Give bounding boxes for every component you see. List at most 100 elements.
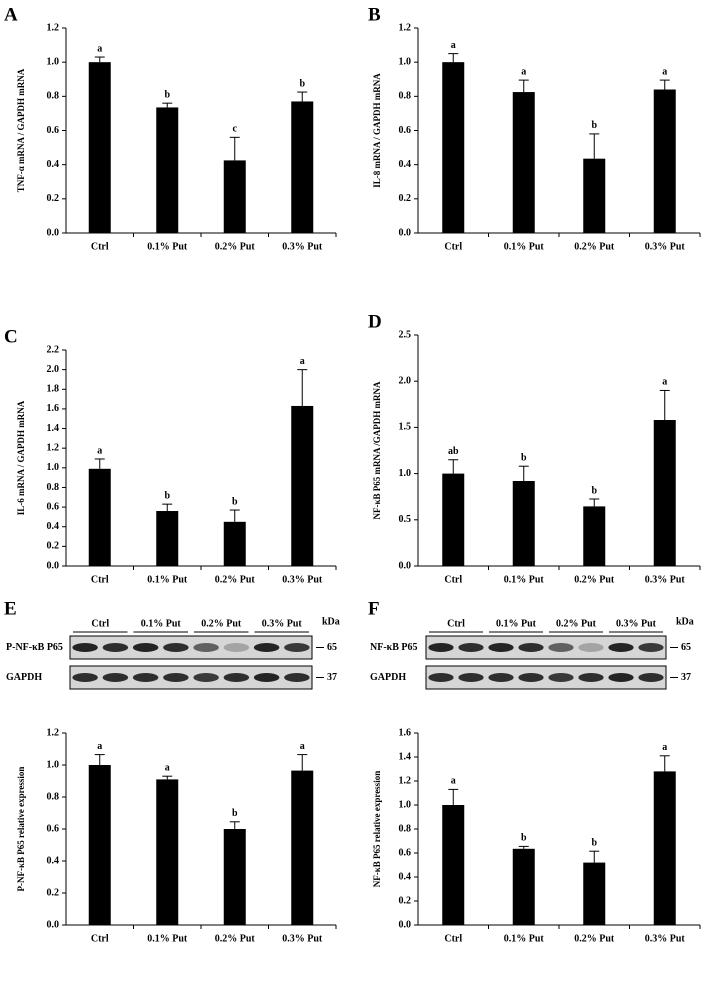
significance-label: a xyxy=(300,741,305,752)
blot-band xyxy=(578,643,604,652)
y-tick-label: 1.0 xyxy=(47,56,60,67)
blot-size-label: 65 xyxy=(327,642,337,653)
bar xyxy=(88,62,111,233)
blot-group-label: 0.1% Put xyxy=(141,618,182,629)
y-tick-label: 1.0 xyxy=(399,468,412,479)
x-tick-label: Ctrl xyxy=(91,241,109,252)
bar xyxy=(512,848,535,925)
x-tick-label: 0.1% Put xyxy=(504,241,545,252)
blot-band xyxy=(163,673,189,682)
x-tick-label: Ctrl xyxy=(91,574,109,585)
significance-label: b xyxy=(591,120,597,131)
y-tick-label: 0.0 xyxy=(399,227,412,238)
blot-band xyxy=(223,673,250,682)
significance-label: b xyxy=(164,89,170,100)
blot-row-label: GAPDH xyxy=(6,672,42,683)
x-tick-label: 0.3% Put xyxy=(645,574,686,585)
panel-letter: A xyxy=(4,4,18,25)
significance-label: a xyxy=(521,66,526,77)
blot-band xyxy=(458,643,484,652)
bar xyxy=(156,779,179,925)
y-axis-title: P-NF-κB P65 relative expression xyxy=(16,767,26,892)
y-tick-label: 0.4 xyxy=(47,855,60,866)
x-tick-label: 0.2% Put xyxy=(215,933,256,944)
panel-letter: F xyxy=(368,598,380,619)
y-tick-label: 0.6 xyxy=(47,501,60,512)
bar xyxy=(653,420,676,566)
y-tick-label: 0.8 xyxy=(399,823,412,834)
y-tick-label: 0.0 xyxy=(47,227,60,238)
bar xyxy=(653,771,676,925)
x-tick-label: 0.3% Put xyxy=(645,933,686,944)
y-tick-label: 0.2 xyxy=(47,887,60,898)
y-tick-label: 1.2 xyxy=(47,22,60,33)
blot-group-label: 0.3% Put xyxy=(616,618,657,629)
blot-band xyxy=(638,643,664,652)
x-tick-label: 0.1% Put xyxy=(147,933,188,944)
y-tick-label: 0.4 xyxy=(399,871,412,882)
y-axis-title: TNF-α mRNA / GAPDH mRNA xyxy=(16,68,26,192)
bar xyxy=(442,62,465,233)
bar xyxy=(223,160,246,233)
bar xyxy=(223,521,246,566)
y-tick-label: 1.6 xyxy=(47,403,60,414)
blot-band xyxy=(72,643,98,652)
blot-band xyxy=(638,673,664,682)
blot-band xyxy=(608,643,634,652)
blot-size-label: 37 xyxy=(327,672,337,683)
significance-label: b xyxy=(521,453,527,464)
bar xyxy=(653,89,676,233)
x-tick-label: 0.3% Put xyxy=(282,574,323,585)
y-tick-label: 1.2 xyxy=(47,727,60,738)
y-tick-label: 0.8 xyxy=(47,482,60,493)
blot-band xyxy=(608,673,634,682)
y-tick-label: 0.2 xyxy=(47,541,60,552)
blot-group-label: Ctrl xyxy=(91,618,109,629)
blot-box xyxy=(425,665,667,690)
significance-label: ab xyxy=(448,446,459,457)
significance-label: b xyxy=(232,808,238,819)
blot-band xyxy=(102,673,129,682)
bar xyxy=(583,506,606,566)
x-tick-label: 0.1% Put xyxy=(147,241,188,252)
x-tick-label: 0.3% Put xyxy=(282,933,323,944)
blot-band xyxy=(253,643,280,652)
y-tick-label: 0.2 xyxy=(47,193,60,204)
y-tick-label: 0.8 xyxy=(47,791,60,802)
significance-label: a xyxy=(165,762,170,773)
x-tick-label: 0.1% Put xyxy=(504,574,545,585)
y-tick-label: 0.5 xyxy=(399,514,412,525)
y-tick-label: 2.5 xyxy=(399,329,412,340)
y-tick-label: 0.4 xyxy=(47,159,60,170)
significance-label: a xyxy=(662,742,667,753)
y-tick-label: 2.0 xyxy=(399,375,412,386)
x-tick-label: 0.1% Put xyxy=(147,574,188,585)
bar xyxy=(156,107,179,233)
x-tick-label: 0.1% Put xyxy=(504,933,545,944)
blot-band xyxy=(223,643,250,652)
bar xyxy=(583,158,606,233)
x-tick-label: Ctrl xyxy=(444,241,462,252)
y-tick-label: 2.0 xyxy=(47,364,60,375)
significance-label: b xyxy=(521,833,527,844)
blot-band xyxy=(428,673,454,682)
significance-label: a xyxy=(97,741,102,752)
bar xyxy=(512,92,535,233)
x-tick-label: 0.2% Put xyxy=(574,241,615,252)
blot-group-label: Ctrl xyxy=(447,618,465,629)
blot-band xyxy=(518,673,544,682)
bar xyxy=(291,101,314,233)
y-tick-label: 1.0 xyxy=(47,462,60,473)
bar xyxy=(291,405,314,566)
significance-label: b xyxy=(232,496,238,507)
bar xyxy=(442,805,465,925)
blot-band xyxy=(578,673,604,682)
y-tick-label: 0.0 xyxy=(399,560,412,571)
blot-group-label: 0.3% Put xyxy=(262,618,303,629)
bar xyxy=(156,511,179,566)
significance-label: a xyxy=(451,40,456,51)
y-tick-label: 0.8 xyxy=(47,91,60,102)
significance-label: b xyxy=(164,490,170,501)
blot-size-label: 37 xyxy=(681,672,691,683)
bar xyxy=(442,473,465,566)
